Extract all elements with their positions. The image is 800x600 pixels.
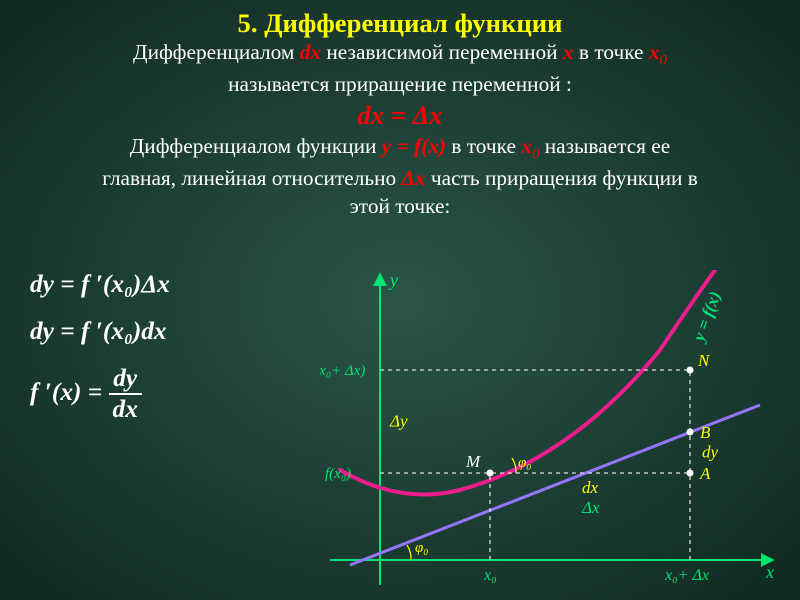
fraction: dy dx	[109, 364, 142, 424]
formula-1: dy = f ′(x₀)Δx	[30, 270, 170, 299]
svg-text:dy: dy	[702, 443, 719, 462]
svg-text:dx: dx	[582, 478, 599, 497]
svg-text:B: B	[700, 423, 711, 442]
chart-svg: y x x₀ x₀+ Δx f(x₀) f(x₀+ Δx) Δy dxΔx dy M N B Aφ₀ φ₀…	[320, 270, 780, 590]
equation-dx: dx = Δx	[0, 100, 800, 131]
formula-3: f ′(x) = dy dx	[30, 364, 170, 424]
formula-2: dy = f ′(x₀)dx	[30, 317, 170, 346]
para1-line2: называется приращение переменной :	[0, 71, 800, 99]
f3-num: dy	[109, 364, 142, 395]
para2c-text: этой точке:	[350, 194, 451, 218]
svg-text:φ₀: φ₀	[518, 455, 532, 471]
slide-title: 5. Дифференциал функции	[0, 0, 800, 39]
f2-text: dy = f ′(x₀)dx	[30, 317, 167, 345]
para2-line1: Дифференциалом функции y = f(x) в точке …	[0, 133, 800, 165]
para1-line1: Дифференциалом dx независимой переменной…	[0, 39, 800, 71]
svg-text:f(x₀+ Δx): f(x₀+ Δx)	[320, 363, 365, 379]
differential-chart: y x x₀ x₀+ Δx f(x₀) f(x₀+ Δx) Δy dxΔx dy M N B Aφ₀ φ₀…	[320, 270, 780, 590]
svg-text:y: y	[388, 270, 398, 290]
f1-text: dy = f ′(x₀)Δx	[30, 270, 170, 298]
para1b-text: называется приращение переменной :	[228, 72, 572, 96]
svg-text:M: M	[465, 452, 481, 471]
f3-lhs: f ′(x) =	[30, 378, 102, 406]
para2-line3: этой точке:	[0, 193, 800, 221]
svg-text:N: N	[697, 351, 711, 370]
svg-text:f(x₀): f(x₀)	[325, 466, 351, 482]
svg-text:A: A	[699, 464, 711, 483]
para2-line2: главная, линейная относительно Δx часть …	[0, 165, 800, 193]
title-text: 5. Дифференциал функции	[238, 8, 563, 38]
svg-text:Δx: Δx	[581, 498, 600, 517]
formula-block: dy = f ′(x₀)Δx dy = f ′(x₀)dx f ′(x) = d…	[30, 270, 170, 442]
svg-text:x₀+ Δx: x₀+ Δx	[664, 567, 709, 584]
eq1-text: dx = Δx	[357, 100, 442, 130]
f3-den: dx	[109, 395, 142, 424]
svg-text:x: x	[765, 562, 774, 582]
svg-text:x₀: x₀	[483, 567, 497, 584]
svg-text:φ₀: φ₀	[415, 540, 429, 556]
svg-text:Δy: Δy	[389, 412, 408, 431]
